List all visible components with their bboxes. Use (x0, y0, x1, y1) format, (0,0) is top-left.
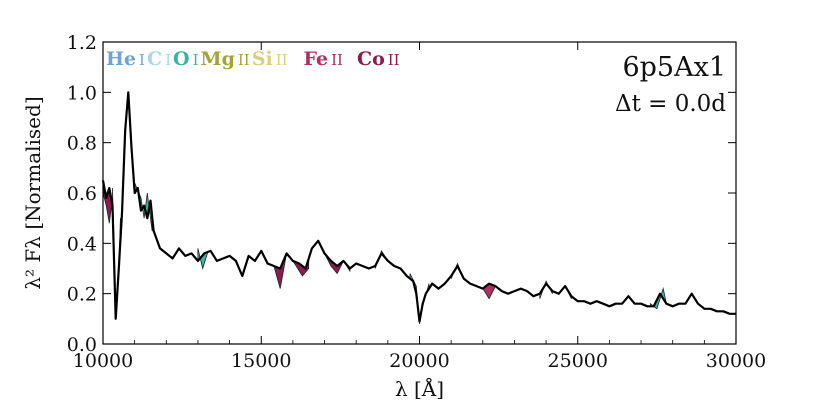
x-tick-label: 10000 (73, 350, 133, 372)
legend-element-he: He (106, 48, 136, 70)
legend-ion-he: I (139, 51, 145, 69)
legend: He I C I O I Mg II Si II Fe II Co II (106, 48, 400, 70)
legend-element-si: Si (252, 48, 273, 70)
x-tick-label: 25000 (548, 350, 608, 372)
x-axis-ticks: 10000 15000 20000 25000 30000 (73, 42, 766, 372)
x-tick-label: 30000 (706, 350, 766, 372)
x-tick-label: 20000 (389, 350, 449, 372)
x-tick-label: 15000 (231, 350, 291, 372)
y-tick-label: 0.0 (67, 334, 97, 356)
legend-ion-c: I (165, 51, 171, 69)
legend-element-c: C (147, 48, 162, 70)
species-contribution-fills (102, 180, 667, 324)
y-tick-label: 0.6 (67, 183, 97, 205)
y-axis-ticks: 0.0 0.2 0.4 0.6 0.8 1.0 1.2 (67, 32, 736, 356)
legend-ion-o: I (193, 51, 199, 69)
y-tick-label: 1.2 (67, 32, 97, 54)
legend-ion-fe: II (331, 51, 343, 69)
legend-ion-si: II (276, 51, 288, 69)
x-axis-label: λ [Å] (395, 376, 444, 401)
legend-text: He I C I O I Mg II Si II Fe II Co II (106, 48, 400, 70)
model-label: 6p5Ax1 (622, 52, 726, 83)
y-axis-label: λ² Fλ [Normalised] (21, 96, 45, 289)
legend-element-co: Co (357, 48, 385, 70)
spectrum-line (101, 91, 736, 323)
legend-element-mg: Mg (201, 48, 235, 70)
y-tick-label: 0.2 (67, 284, 97, 306)
y-tick-label: 0.4 (67, 233, 97, 255)
y-tick-label: 1.0 (67, 82, 97, 104)
plot-frame (102, 41, 737, 345)
legend-element-fe: Fe (304, 48, 329, 70)
y-tick-label: 0.8 (67, 133, 97, 155)
legend-element-o: O (173, 48, 190, 70)
legend-ion-mg: II (238, 51, 250, 69)
time-label: Δt = 0.0d (615, 91, 726, 117)
legend-ion-co: II (388, 51, 400, 69)
